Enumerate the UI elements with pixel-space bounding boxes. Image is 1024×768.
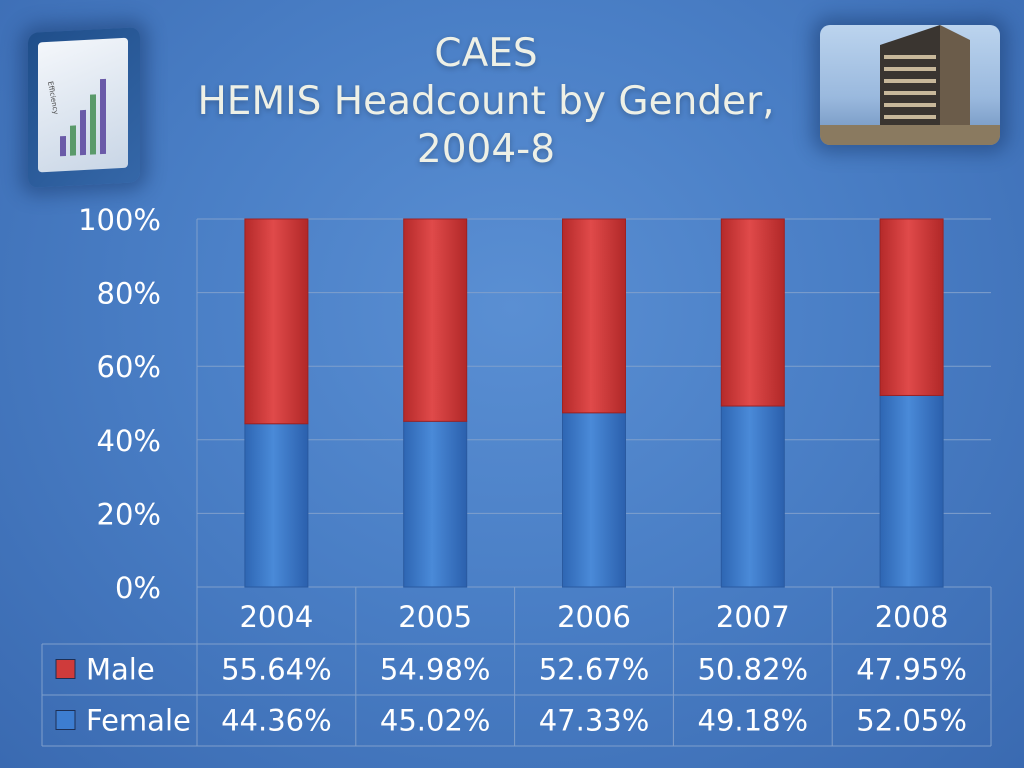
x-category-label: 2004 bbox=[239, 600, 313, 634]
bar-male bbox=[244, 218, 309, 425]
data-label-female: 49.18% bbox=[698, 704, 809, 738]
data-label-male: 55.64% bbox=[221, 653, 332, 687]
data-label-male: 47.95% bbox=[856, 653, 967, 687]
bar-male bbox=[879, 218, 944, 396]
x-category-label: 2005 bbox=[398, 600, 472, 634]
legend-label-male: Male bbox=[86, 653, 155, 687]
bar-male bbox=[403, 218, 468, 422]
x-category-label: 2006 bbox=[557, 600, 631, 634]
data-label-male: 52.67% bbox=[539, 653, 650, 687]
bar-female bbox=[562, 412, 626, 588]
title-line-3: 2004-8 bbox=[416, 127, 556, 172]
bar-female bbox=[244, 423, 309, 588]
legend-key-female bbox=[55, 710, 76, 730]
bar-male bbox=[562, 218, 626, 414]
bar-chart-screen-icon: Efficiency bbox=[38, 37, 128, 173]
data-label-female: 45.02% bbox=[380, 704, 491, 738]
y-tick-label: 100% bbox=[78, 203, 161, 237]
data-label-male: 50.82% bbox=[698, 653, 809, 687]
data-label-female: 44.36% bbox=[221, 704, 332, 738]
slide-title: CAES HEMIS Headcount by Gender, 2004-8 bbox=[180, 30, 792, 174]
y-tick-label: 60% bbox=[97, 350, 161, 384]
y-tick-label: 80% bbox=[97, 277, 161, 311]
building-photo-icon bbox=[820, 25, 1000, 145]
data-label-male: 54.98% bbox=[380, 653, 491, 687]
y-tick-label: 40% bbox=[97, 424, 161, 458]
x-category-label: 2008 bbox=[875, 600, 949, 634]
legend-label-female: Female bbox=[86, 704, 191, 738]
title-line-2: HEMIS Headcount by Gender, bbox=[197, 79, 775, 124]
x-category-label: 2007 bbox=[716, 600, 790, 634]
title-line-1: CAES bbox=[434, 31, 538, 76]
data-label-female: 47.33% bbox=[539, 704, 650, 738]
efficiency-chart-picture: Efficiency bbox=[28, 27, 140, 188]
y-tick-label: 20% bbox=[97, 497, 161, 531]
data-label-female: 52.05% bbox=[856, 704, 967, 738]
y-tick-label: 0% bbox=[115, 571, 161, 605]
legend-key-male bbox=[55, 659, 76, 679]
bar-male bbox=[720, 218, 785, 407]
bar-female bbox=[720, 405, 785, 588]
bar-female bbox=[403, 420, 468, 588]
bar-female bbox=[879, 394, 944, 588]
